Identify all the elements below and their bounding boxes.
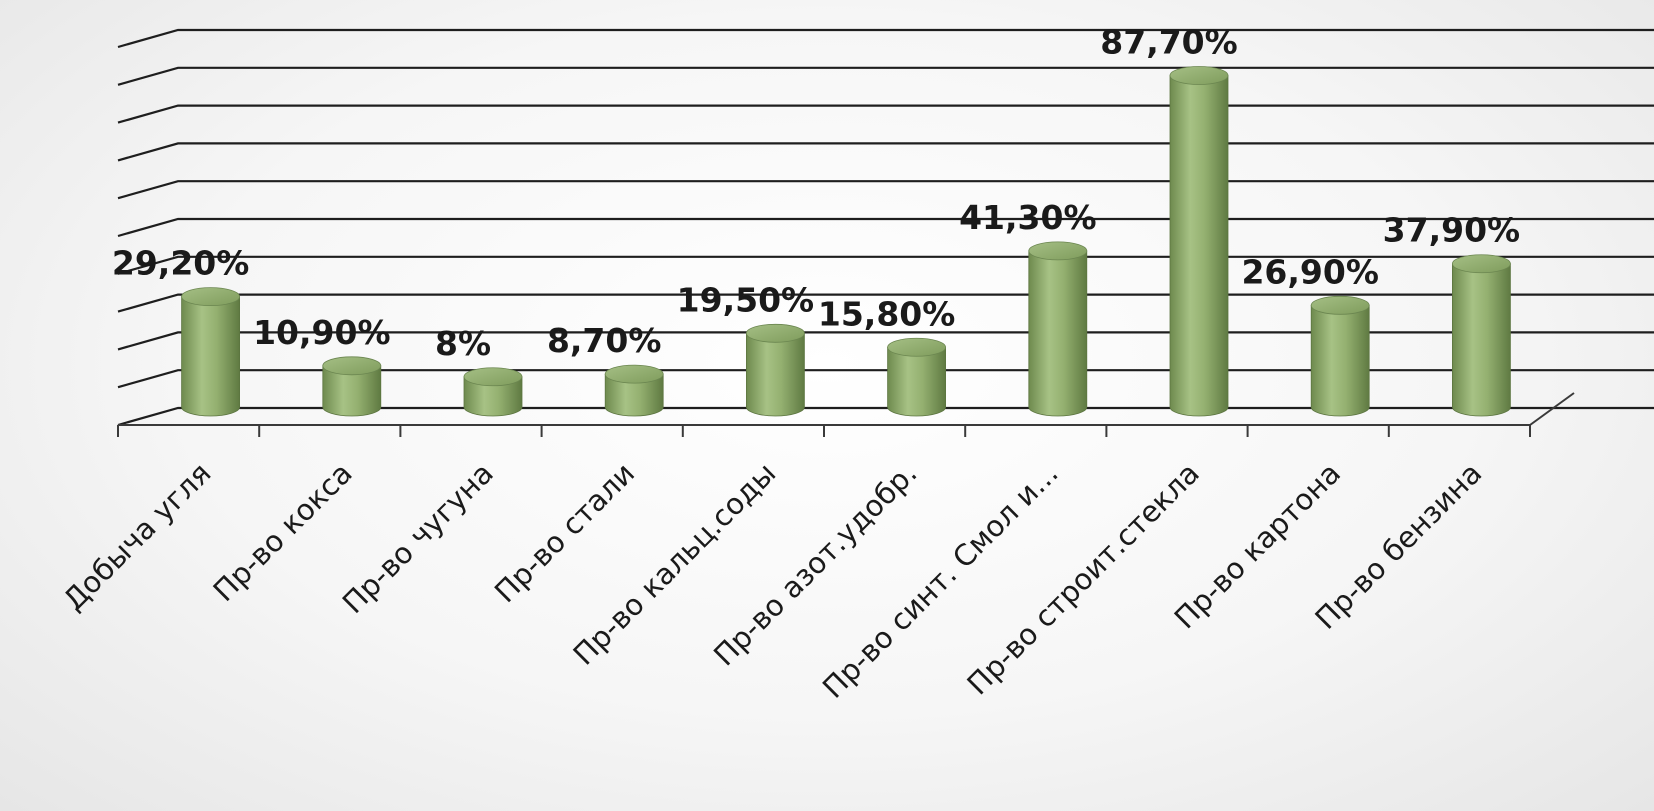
gridline bbox=[117, 331, 1654, 351]
category-label: Пр-во строит.стекла bbox=[960, 456, 1205, 701]
gridline bbox=[117, 293, 1654, 313]
data-label: 87,70% bbox=[1100, 22, 1237, 61]
category-label: Пр-во синт. Смол и... bbox=[816, 456, 1065, 705]
data-label: 37,90% bbox=[1383, 211, 1520, 250]
bar bbox=[1028, 241, 1088, 417]
data-label: 29,20% bbox=[112, 244, 249, 283]
bar bbox=[1169, 66, 1229, 417]
bar bbox=[181, 287, 241, 417]
gridline bbox=[117, 369, 1654, 389]
gridline bbox=[117, 406, 1654, 427]
data-labels: 29,20%10,90% 8% 8,70% 19,50% 15,80% 41,30% 87,… bbox=[112, 22, 1520, 362]
gridline bbox=[117, 66, 1654, 86]
gridline bbox=[117, 255, 1654, 275]
bar bbox=[887, 337, 946, 417]
bar bbox=[604, 364, 664, 417]
data-label: 26,90% bbox=[1241, 252, 1378, 291]
bar bbox=[1310, 295, 1370, 417]
gridline bbox=[117, 28, 1654, 49]
x-axis bbox=[117, 424, 1531, 437]
data-label: 8,70% bbox=[547, 321, 662, 360]
data-label: 41,30% bbox=[959, 198, 1096, 237]
data-label: 8% bbox=[435, 324, 491, 363]
gridline bbox=[117, 142, 1654, 162]
bar bbox=[322, 356, 382, 417]
bars bbox=[181, 66, 1511, 417]
data-label: 10,90% bbox=[253, 313, 390, 352]
bar bbox=[463, 367, 523, 417]
category-label: Пр-во кокса bbox=[207, 456, 359, 608]
gridlines bbox=[117, 28, 1654, 427]
bar bbox=[1452, 254, 1511, 417]
floor-edge bbox=[1529, 392, 1575, 426]
gridline bbox=[117, 104, 1654, 124]
data-label: 15,80% bbox=[818, 294, 955, 333]
bar bbox=[746, 323, 805, 417]
gridline bbox=[117, 217, 1654, 238]
category-label: Добыча угля bbox=[57, 456, 218, 617]
category-label: Пр-во чугуна bbox=[336, 456, 500, 620]
category-label: Пр-во стали bbox=[488, 456, 641, 609]
gridline bbox=[117, 180, 1654, 200]
data-label: 19,50% bbox=[677, 280, 814, 319]
